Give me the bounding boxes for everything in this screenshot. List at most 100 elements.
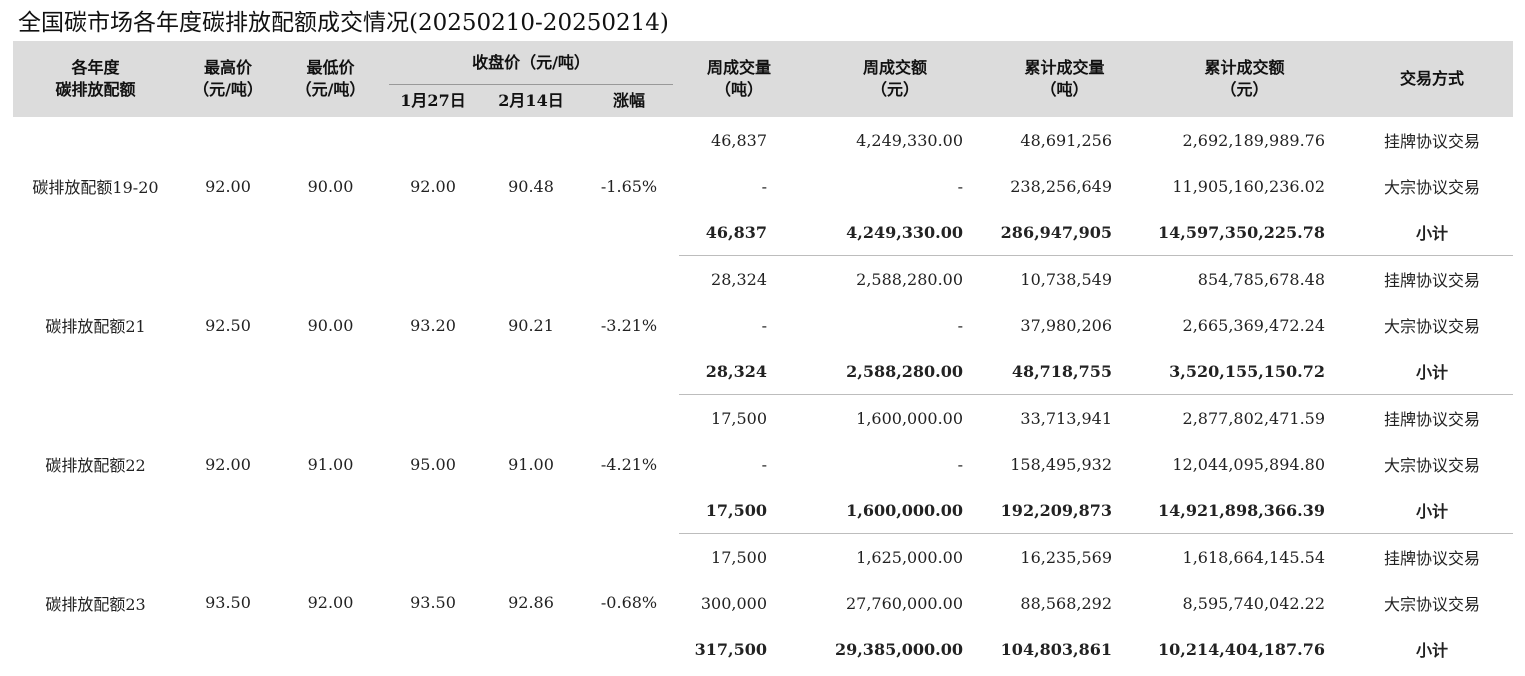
- trade-method: 挂牌协议交易: [1384, 132, 1481, 151]
- cumulative-volume: 37,980,206: [1020, 315, 1113, 335]
- header-year: 各年度 碳排放配额: [13, 41, 178, 117]
- cumulative-volume: 192,209,873: [991, 487, 1139, 534]
- cumulative-amount: 14,921,898,366.39: [1138, 487, 1352, 534]
- weekly-volume: 17,500: [711, 408, 768, 428]
- cumulative-amount: 8,595,740,042.22: [1182, 593, 1326, 613]
- low-price: 90.00: [307, 315, 354, 335]
- weekly-volume: 317,500: [694, 639, 768, 659]
- quota-group-23: 碳排放配额23 93.50 92.00 93.50 92.86 -0.68% 1…: [13, 534, 1513, 673]
- weekly-amount: 2,588,280.00: [799, 348, 992, 395]
- quota-name: 碳排放配额23: [45, 594, 146, 614]
- trade-method: 大宗协议交易: [1384, 456, 1481, 475]
- high-price: 92.50: [205, 315, 251, 335]
- subtotal-row: 17,500 1,600,000.00 192,209,873 14,921,8…: [13, 487, 1514, 534]
- header-weekly-amount: 周成交额 （元）: [799, 41, 992, 117]
- weekly-volume: 17,500: [679, 487, 800, 534]
- cumulative-amount: 3,520,155,150.72: [1138, 348, 1352, 395]
- weekly-amount: -: [957, 315, 964, 335]
- header-cumulative-amount: 累计成交额 （元）: [1138, 41, 1352, 117]
- table-row: - - 37,980,206 2,665,369,472.24 大宗协议交易: [13, 302, 1513, 348]
- cumulative-amount: 10,214,404,187.76: [1158, 639, 1326, 659]
- cumulative-amount: 2,692,189,989.76: [1182, 130, 1326, 150]
- price-change: -4.21%: [600, 454, 658, 474]
- table-row: 碳排放配额22 92.00 91.00 95.00 91.00 -4.21% 1…: [13, 395, 1513, 476]
- cumulative-volume: 33,713,941: [1020, 408, 1113, 428]
- trade-method: 小计: [1416, 641, 1449, 660]
- header-close-price-group: 收盘价（元/吨）: [383, 41, 680, 85]
- trade-method: 小计: [1351, 209, 1514, 256]
- trade-method: 挂牌协议交易: [1384, 549, 1481, 568]
- subtotal-row: 317,500 29,385,000.00 104,803,861 10,214…: [13, 626, 1513, 672]
- cumulative-amount: 12,044,095,894.80: [1172, 454, 1326, 474]
- table-header: 各年度 碳排放配额 最高价 （元/吨） 最低价 （元/吨） 收盘价（元/吨） 周成交量…: [13, 41, 1514, 117]
- high-price: 92.00: [205, 454, 251, 474]
- trade-method: 小计: [1351, 487, 1514, 534]
- cumulative-amount: 2,877,802,471.59: [1182, 408, 1326, 428]
- trade-method: 大宗协议交易: [1384, 178, 1481, 197]
- cumulative-volume: 48,691,256: [1020, 130, 1113, 150]
- low-price: 91.00: [307, 454, 354, 474]
- weekly-volume: 28,324: [679, 348, 800, 395]
- table-row: 碳排放配额21 92.50 90.00 93.20 90.21 -3.21% 2…: [13, 256, 1513, 337]
- cumulative-volume: 238,256,649: [1010, 176, 1113, 196]
- trade-method: 小计: [1351, 348, 1514, 395]
- weekly-volume: 46,837: [711, 130, 768, 150]
- weekly-amount: 4,249,330.00: [799, 209, 992, 256]
- price-change: -0.68%: [600, 593, 658, 613]
- price-change: -3.21%: [600, 315, 658, 335]
- high-price: 92.00: [205, 176, 251, 196]
- close-start: 93.50: [410, 593, 456, 613]
- header-cumulative-volume: 累计成交量 （吨）: [991, 41, 1139, 117]
- table-row: - - 158,495,932 12,044,095,894.80 大宗协议交易: [13, 441, 1513, 487]
- close-end: 90.48: [508, 176, 554, 196]
- close-end: 92.86: [508, 593, 554, 613]
- weekly-amount: -: [957, 176, 964, 196]
- cumulative-amount: 14,597,350,225.78: [1138, 209, 1352, 256]
- close-start: 93.20: [410, 315, 456, 335]
- cumulative-volume: 104,803,861: [1000, 639, 1113, 659]
- trade-method: 挂牌协议交易: [1384, 271, 1481, 290]
- close-end: 90.21: [508, 315, 554, 335]
- weekly-volume: -: [761, 176, 768, 196]
- cumulative-volume: 48,718,755: [991, 348, 1139, 395]
- header-low-price: 最低价 （元/吨）: [278, 41, 383, 117]
- weekly-volume: 46,837: [679, 209, 800, 256]
- weekly-volume: -: [761, 454, 768, 474]
- quota-group-21: 碳排放配额21 92.50 90.00 93.20 90.21 -3.21% 2…: [13, 256, 1514, 395]
- low-price: 90.00: [307, 176, 354, 196]
- subtotal-row: 28,324 2,588,280.00 48,718,755 3,520,155…: [13, 348, 1514, 395]
- quota-name: 碳排放配额19-20: [32, 178, 159, 198]
- cumulative-volume: 158,495,932: [1010, 454, 1113, 474]
- weekly-amount: 2,588,280.00: [856, 269, 964, 289]
- high-price: 93.50: [205, 593, 251, 613]
- weekly-volume: 28,324: [711, 269, 768, 289]
- low-price: 92.00: [307, 593, 354, 613]
- close-start: 92.00: [410, 176, 456, 196]
- header-trade-method: 交易方式: [1351, 41, 1514, 117]
- table-row: 碳排放配额19-20 92.00 90.00 92.00 90.48 -1.65…: [13, 117, 1513, 198]
- quota-name: 碳排放配额22: [45, 456, 146, 475]
- weekly-volume: 17,500: [711, 547, 768, 567]
- weekly-amount: 27,760,000.00: [845, 593, 964, 613]
- weekly-amount: 29,385,000.00: [834, 639, 964, 659]
- table-row: 碳排放配额23 93.50 92.00 93.50 92.86 -0.68% 1…: [13, 534, 1513, 614]
- quota-group-19-20: 碳排放配额19-20 92.00 90.00 92.00 90.48 -1.65…: [13, 117, 1514, 256]
- close-start: 95.00: [410, 454, 456, 474]
- table-row: 300,000 27,760,000.00 88,568,292 8,595,7…: [13, 580, 1513, 626]
- trade-method: 大宗协议交易: [1384, 595, 1481, 614]
- cumulative-volume: 10,738,549: [1020, 269, 1113, 289]
- cumulative-volume: 286,947,905: [991, 209, 1139, 256]
- trade-method: 大宗协议交易: [1384, 317, 1481, 336]
- cumulative-amount: 854,785,678.48: [1197, 269, 1326, 289]
- table-row: - - 238,256,649 11,905,160,236.02 大宗协议交易: [13, 163, 1513, 209]
- subtotal-row: 46,837 4,249,330.00 286,947,905 14,597,3…: [13, 209, 1514, 256]
- weekly-amount: 4,249,330.00: [856, 130, 964, 150]
- cumulative-amount: 2,665,369,472.24: [1182, 315, 1326, 335]
- cumulative-amount: 1,618,664,145.54: [1182, 547, 1326, 567]
- header-change: 涨幅: [579, 85, 680, 117]
- header-close-start: 1月27日: [383, 85, 483, 117]
- weekly-amount: 1,600,000.00: [799, 487, 992, 534]
- cumulative-volume: 16,235,569: [1020, 547, 1113, 567]
- header-close-end: 2月14日: [483, 85, 579, 117]
- weekly-amount: 1,625,000.00: [856, 547, 964, 567]
